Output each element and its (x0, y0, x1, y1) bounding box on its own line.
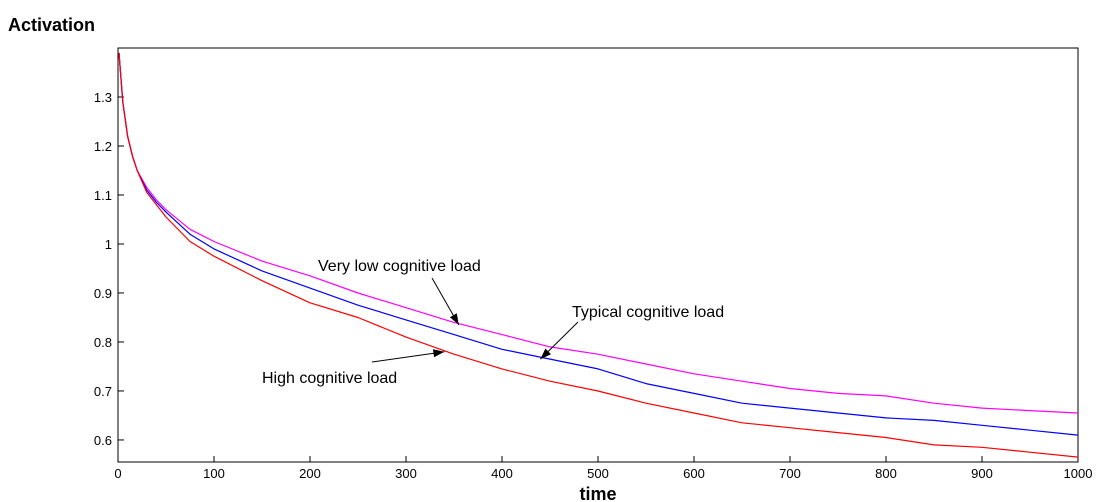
y-tick-label: 1.3 (94, 90, 112, 105)
annotation-arrowhead (432, 349, 445, 358)
x-tick-label: 400 (491, 466, 513, 481)
x-tick-label: 600 (683, 466, 705, 481)
x-tick-label: 1000 (1064, 466, 1093, 481)
annotation-label: Very low cognitive load (318, 258, 481, 275)
x-tick-label: 800 (875, 466, 897, 481)
plot-frame (117, 47, 1079, 463)
x-tick-label: 700 (779, 466, 801, 481)
y-tick-label: 0.7 (94, 384, 112, 399)
annotation-arrowhead (449, 313, 459, 325)
x-tick-label: 0 (114, 466, 121, 481)
y-axis-ticks: 0.6 0.7 0.8 0.9 1 1.1 1.2 1.3 (94, 90, 124, 448)
y-tick-label: 0.6 (94, 433, 112, 448)
series-line-very_low (118, 52, 1079, 414)
annotation-arrow-line (371, 351, 445, 363)
y-tick-label: 0.8 (94, 335, 112, 350)
series-lines (118, 52, 1079, 458)
x-tick-label: 300 (395, 466, 417, 481)
annotation-label: Typical cognitive load (572, 304, 724, 321)
x-tick-label: 100 (203, 466, 225, 481)
y-tick-label: 1 (105, 237, 112, 252)
y-tick-label: 1.2 (94, 139, 112, 154)
x-axis-title: time (579, 484, 616, 502)
x-tick-label: 500 (587, 466, 609, 481)
y-tick-label: 1.1 (94, 188, 112, 203)
annotations: Very low cognitive load Typical cognitive… (262, 258, 724, 387)
series-line-high (118, 52, 1079, 458)
y-axis-title: Activation (8, 15, 95, 35)
y-tick-label: 0.9 (94, 286, 112, 301)
annotation-arrowhead (540, 348, 551, 360)
x-tick-label: 900 (971, 466, 993, 481)
x-axis-ticks: 0 100 200 300 400 500 600 700 800 900 1000 (114, 456, 1092, 481)
x-tick-label: 200 (299, 466, 321, 481)
annotation-label: High cognitive load (262, 370, 397, 387)
